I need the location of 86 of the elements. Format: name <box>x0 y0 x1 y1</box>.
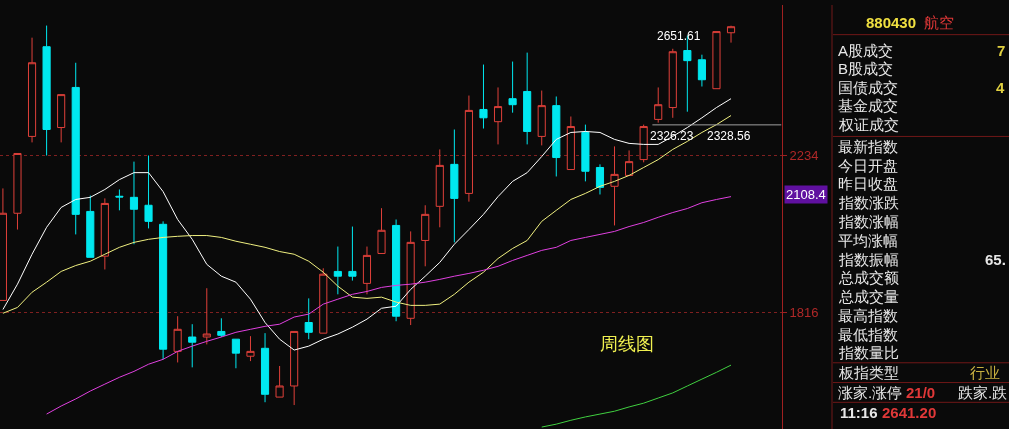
text: 指数涨跌 <box>838 194 899 211</box>
candlestick <box>552 95 561 177</box>
text: 指数量比 <box>838 344 899 361</box>
text: B股成交 <box>838 60 894 77</box>
candlestick <box>348 226 357 282</box>
text: 总成交量 <box>838 288 899 305</box>
text: 基金成交 <box>838 97 898 114</box>
text: 跌家.跌 <box>958 384 1008 401</box>
candlestick <box>595 163 605 195</box>
y-tick-label: 1816 <box>789 304 819 320</box>
candlestick <box>57 94 66 143</box>
candlestick <box>86 195 95 258</box>
text: 指数涨幅 <box>838 213 899 230</box>
candlestick <box>319 267 328 334</box>
text: 今日开盘 <box>838 157 898 174</box>
candlestick <box>566 116 575 171</box>
line-series <box>541 364 732 428</box>
text: 2108.4 <box>786 187 826 202</box>
candlestick <box>450 129 459 243</box>
candlestick <box>464 95 473 203</box>
candlestick <box>508 61 517 114</box>
candlestick <box>654 86 663 124</box>
candlestick <box>71 62 80 235</box>
candlestick <box>406 230 415 326</box>
candlestick <box>13 152 22 231</box>
text: 板指类型 <box>838 364 899 381</box>
text: 7 <box>997 42 1006 59</box>
candlestick <box>362 246 372 295</box>
candlestick <box>304 297 313 340</box>
text: 平均涨幅 <box>838 232 898 249</box>
candlestick <box>625 149 634 176</box>
text: 11:16 <box>840 404 878 421</box>
text: 指数振幅 <box>838 251 899 268</box>
candlestick <box>173 315 182 363</box>
candlestick <box>290 330 299 406</box>
candlestick <box>668 48 677 119</box>
text: 总成交额 <box>838 269 899 286</box>
candlestick <box>27 37 37 143</box>
candlestick <box>377 207 386 254</box>
text: 65. <box>985 251 1006 268</box>
candlestick <box>144 155 153 229</box>
candlestick <box>537 90 546 146</box>
candlestick <box>639 124 648 163</box>
candlestick <box>260 332 270 403</box>
candlestick <box>712 31 721 90</box>
candlestick <box>100 197 109 270</box>
text: 2641.20 <box>882 404 937 421</box>
text: 国债成交 <box>838 79 898 96</box>
text: 最新指数 <box>838 138 898 155</box>
candlestick <box>479 64 488 130</box>
candlestick <box>610 145 619 226</box>
candlestick <box>392 219 401 322</box>
candlestick <box>246 335 255 362</box>
annotation: 周线图 <box>600 334 654 354</box>
candlestick <box>421 204 430 267</box>
candlestick <box>115 188 124 211</box>
text: 昨日收盘 <box>838 175 898 192</box>
text: A股成交 <box>838 42 894 59</box>
candlestick <box>159 220 168 360</box>
y-tick-label: 2234 <box>789 148 819 164</box>
text: 4 <box>996 79 1005 96</box>
candlestick <box>333 246 342 295</box>
annotation: 2651.61 <box>657 29 701 43</box>
candlestick <box>188 323 197 368</box>
candlestick <box>493 86 503 145</box>
text: 最高指数 <box>838 307 898 324</box>
candlestick <box>42 25 51 156</box>
candlestick <box>523 52 532 145</box>
text: 行业 <box>970 364 1000 381</box>
candlestick <box>231 338 240 369</box>
candlestick <box>202 287 211 345</box>
annotation: 2328.56 <box>707 129 751 143</box>
candlestick <box>726 25 736 44</box>
text: 权证成交 <box>838 116 899 133</box>
candlestick <box>129 161 139 245</box>
candlestick <box>581 124 590 182</box>
candlestick <box>435 148 444 228</box>
candlestick <box>217 317 226 338</box>
text: 航空 <box>924 14 954 31</box>
candlestick <box>275 365 284 398</box>
text: 最低指数 <box>838 326 898 343</box>
line-series <box>46 196 732 415</box>
text: 880430 <box>866 14 917 31</box>
text: 21/0 <box>906 384 936 401</box>
text: 涨家.涨停 <box>838 384 903 401</box>
candlestick <box>697 54 706 88</box>
